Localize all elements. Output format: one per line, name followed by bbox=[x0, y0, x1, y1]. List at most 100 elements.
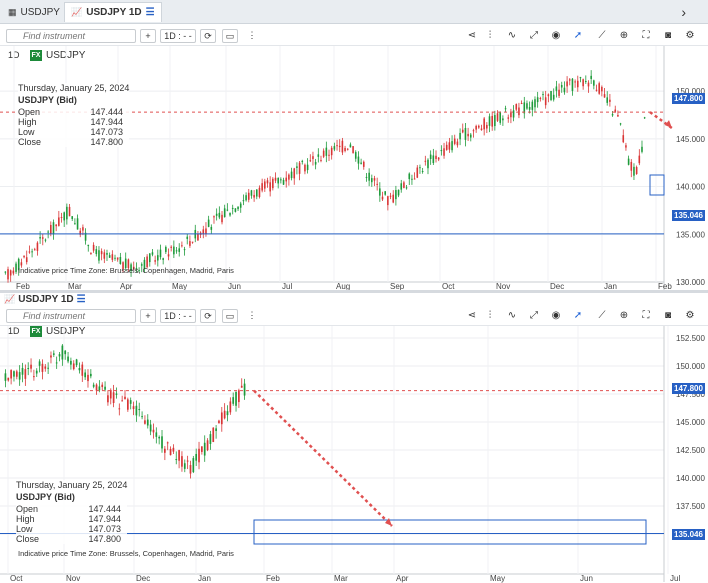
price-axis-label: 130.000 bbox=[676, 278, 705, 287]
candle-body bbox=[215, 428, 217, 432]
gear-icon[interactable]: ⚙ bbox=[685, 310, 695, 321]
candle-body bbox=[157, 255, 159, 261]
info-row: Open 147.444 bbox=[18, 107, 123, 117]
candle-body bbox=[89, 373, 92, 377]
cursor-icon[interactable]: ➚ bbox=[573, 310, 583, 321]
candle-body bbox=[21, 367, 24, 375]
candle-body bbox=[309, 160, 312, 162]
candle-body bbox=[507, 117, 510, 119]
chart-type-icon[interactable]: ▭ bbox=[222, 29, 238, 43]
candle-body bbox=[206, 440, 209, 451]
candle-body bbox=[611, 114, 614, 116]
menu-icon[interactable]: ☰ bbox=[145, 7, 155, 18]
timeframe-select[interactable]: 1D : - - bbox=[160, 29, 196, 43]
eye-icon[interactable]: ◉ bbox=[551, 30, 561, 41]
candle-body bbox=[151, 252, 154, 255]
month-label: Aug bbox=[336, 282, 350, 290]
info-row: Close 147.800 bbox=[18, 137, 123, 147]
candle-body bbox=[28, 251, 31, 253]
indicators-icon[interactable]: ⫶ bbox=[488, 30, 492, 41]
price-axis-label: 152.500 bbox=[676, 334, 705, 343]
candle-body bbox=[314, 161, 317, 165]
zoom-icon[interactable]: ⊕ bbox=[619, 30, 629, 41]
refresh-icon[interactable]: ⟳ bbox=[200, 29, 216, 43]
price-chart-1[interactable]: 150.000 145.000 140.000 135.000 130.000 Feb Ma… bbox=[0, 46, 708, 290]
candle-body bbox=[12, 270, 15, 274]
candle-body bbox=[614, 109, 617, 112]
candle-body bbox=[296, 166, 298, 168]
candle-body bbox=[178, 450, 180, 461]
gear-icon[interactable]: ⚙ bbox=[685, 30, 695, 41]
candle-body bbox=[140, 264, 143, 266]
candle-body bbox=[215, 213, 218, 216]
candle-body bbox=[510, 112, 512, 118]
trend-icon[interactable]: ⟋ bbox=[598, 30, 606, 41]
candle-body bbox=[237, 206, 239, 210]
candle-body bbox=[220, 412, 223, 425]
timeframe-select[interactable]: 1D : - - bbox=[160, 309, 196, 323]
menu-icon[interactable]: ☰ bbox=[76, 294, 86, 305]
candle-body bbox=[100, 251, 103, 255]
chart-type-icon[interactable]: ▭ bbox=[222, 309, 238, 323]
refresh-icon[interactable]: ⟳ bbox=[200, 309, 216, 323]
more-icon[interactable]: ⋮ bbox=[244, 29, 260, 43]
drawing-icon[interactable]: ∿ bbox=[507, 30, 517, 41]
candle-body bbox=[143, 259, 146, 269]
candle-body bbox=[132, 406, 135, 410]
fullscreen-icon[interactable]: ⛶ bbox=[642, 30, 650, 41]
price-chart-2[interactable]: 152.500 150.000 147.500 145.000 142.500 140.0… bbox=[0, 326, 708, 583]
camera-icon[interactable]: ◙ bbox=[664, 310, 672, 321]
candle-body bbox=[166, 442, 169, 444]
share-icon[interactable]: ⋖ bbox=[467, 30, 477, 41]
trend-icon[interactable]: ⟋ bbox=[598, 310, 606, 321]
chart-icon: 📈 bbox=[4, 294, 16, 304]
candle-body bbox=[357, 156, 360, 164]
fullscreen-icon[interactable]: ⛶ bbox=[642, 310, 650, 321]
cursor-icon[interactable]: ➚ bbox=[573, 30, 583, 41]
tab-bar: ▦ USDJPY 📈 USDJPY 1D ☰ › bbox=[0, 0, 708, 24]
tab-usdjpy[interactable]: ▦ USDJPY bbox=[2, 2, 66, 22]
candle-body bbox=[518, 107, 520, 116]
candle-body bbox=[141, 416, 143, 418]
candle-body bbox=[63, 212, 65, 221]
tab-usdjpy-1d[interactable]: 📈 USDJPY 1D ☰ bbox=[64, 2, 162, 22]
candle-body bbox=[92, 384, 95, 387]
candle-body bbox=[346, 148, 349, 150]
price-axis-label: 140.000 bbox=[676, 183, 705, 192]
info-row: Low 147.073 bbox=[16, 524, 121, 534]
line-tool-icon[interactable]: ⤢ bbox=[530, 310, 538, 321]
panel-separator[interactable] bbox=[0, 290, 708, 293]
candle-body bbox=[566, 81, 568, 87]
add-button[interactable]: + bbox=[140, 29, 156, 43]
candle-body bbox=[130, 264, 132, 272]
candle-body bbox=[371, 178, 373, 183]
candle-body bbox=[111, 254, 114, 260]
more-icon[interactable]: ⋮ bbox=[244, 309, 260, 323]
candle-body bbox=[576, 80, 579, 88]
candle-body bbox=[232, 397, 235, 404]
share-icon[interactable]: ⋖ bbox=[467, 310, 477, 321]
candle-body bbox=[238, 390, 240, 403]
candle-body bbox=[221, 214, 223, 223]
candle-body bbox=[72, 363, 75, 370]
add-button[interactable]: + bbox=[140, 309, 156, 323]
candle-body bbox=[52, 353, 55, 355]
chevron-right-icon[interactable]: › bbox=[681, 4, 686, 20]
tab-label: USDJPY bbox=[20, 6, 60, 18]
target-zone-box bbox=[649, 174, 665, 196]
eye-icon[interactable]: ◉ bbox=[551, 310, 561, 321]
search-input[interactable] bbox=[6, 29, 136, 43]
candle-body bbox=[459, 132, 461, 140]
fx-badge: FX bbox=[30, 50, 42, 61]
arrow-head bbox=[665, 120, 672, 129]
camera-icon[interactable]: ◙ bbox=[664, 30, 672, 41]
candle-body bbox=[568, 79, 571, 81]
zoom-icon[interactable]: ⊕ bbox=[619, 310, 629, 321]
drawing-icon[interactable]: ∿ bbox=[507, 310, 517, 321]
indicators-icon[interactable]: ⫶ bbox=[488, 310, 492, 321]
candle-body bbox=[496, 113, 499, 121]
candle-body bbox=[172, 447, 175, 452]
line-tool-icon[interactable]: ⤢ bbox=[530, 30, 538, 41]
search-input[interactable] bbox=[6, 309, 136, 323]
candle-body bbox=[255, 189, 258, 197]
